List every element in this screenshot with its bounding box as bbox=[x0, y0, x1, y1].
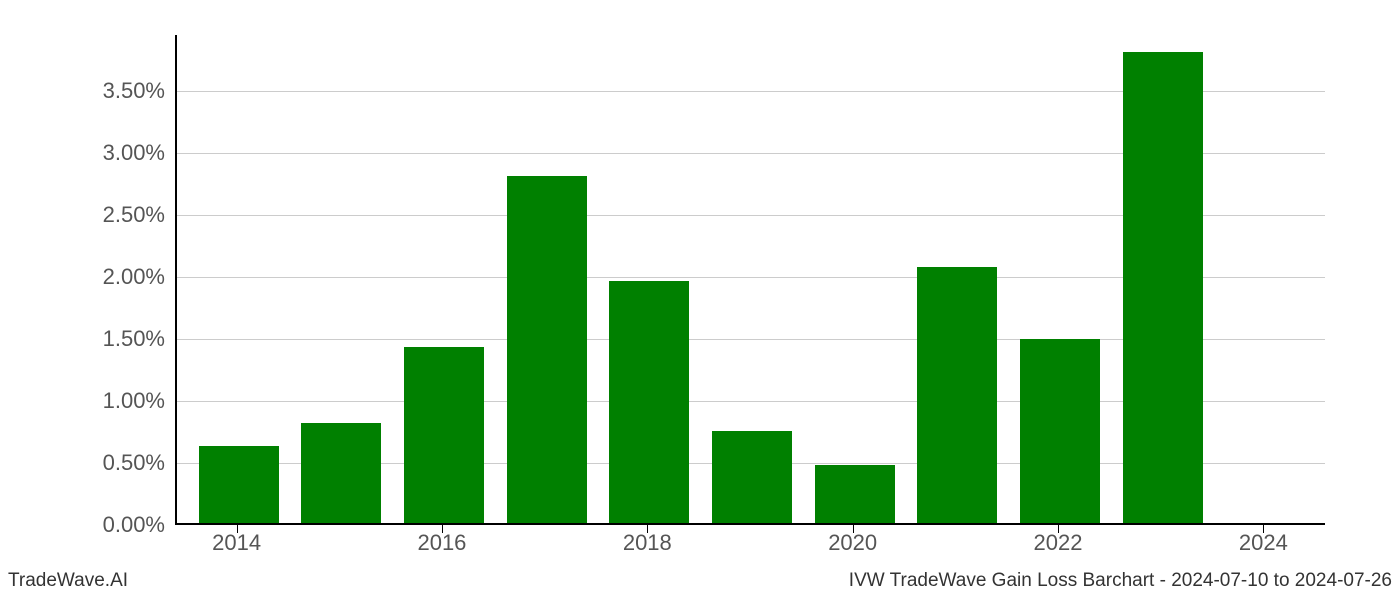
bar bbox=[1020, 339, 1100, 523]
footer-left-text: TradeWave.AI bbox=[8, 570, 128, 591]
bar bbox=[712, 431, 792, 523]
bar bbox=[507, 176, 587, 523]
ytick-label: 2.50% bbox=[103, 202, 165, 228]
bar bbox=[815, 465, 895, 523]
ytick-label: 1.00% bbox=[103, 388, 165, 414]
bar bbox=[199, 446, 279, 523]
footer-right: IVW TradeWave Gain Loss Barchart - 2024-… bbox=[849, 570, 1392, 592]
bar bbox=[609, 281, 689, 523]
xtick-label: 2018 bbox=[623, 530, 672, 556]
bar bbox=[1123, 52, 1203, 523]
ytick-label: 2.00% bbox=[103, 264, 165, 290]
xtick-label: 2016 bbox=[417, 530, 466, 556]
footer-left: TradeWave.AI bbox=[8, 570, 128, 592]
plot-area bbox=[175, 35, 1325, 525]
xtick-label: 2020 bbox=[828, 530, 877, 556]
xtick-label: 2024 bbox=[1239, 530, 1288, 556]
xtick-label: 2014 bbox=[212, 530, 261, 556]
ytick-label: 3.00% bbox=[103, 140, 165, 166]
bar bbox=[301, 423, 381, 523]
chart-container bbox=[175, 35, 1325, 525]
ytick-label: 1.50% bbox=[103, 326, 165, 352]
ytick-label: 0.00% bbox=[103, 512, 165, 538]
ytick-label: 3.50% bbox=[103, 78, 165, 104]
ytick-label: 0.50% bbox=[103, 450, 165, 476]
xtick-label: 2022 bbox=[1034, 530, 1083, 556]
bar bbox=[917, 267, 997, 523]
bar bbox=[404, 347, 484, 523]
footer-right-text: IVW TradeWave Gain Loss Barchart - 2024-… bbox=[849, 570, 1392, 591]
